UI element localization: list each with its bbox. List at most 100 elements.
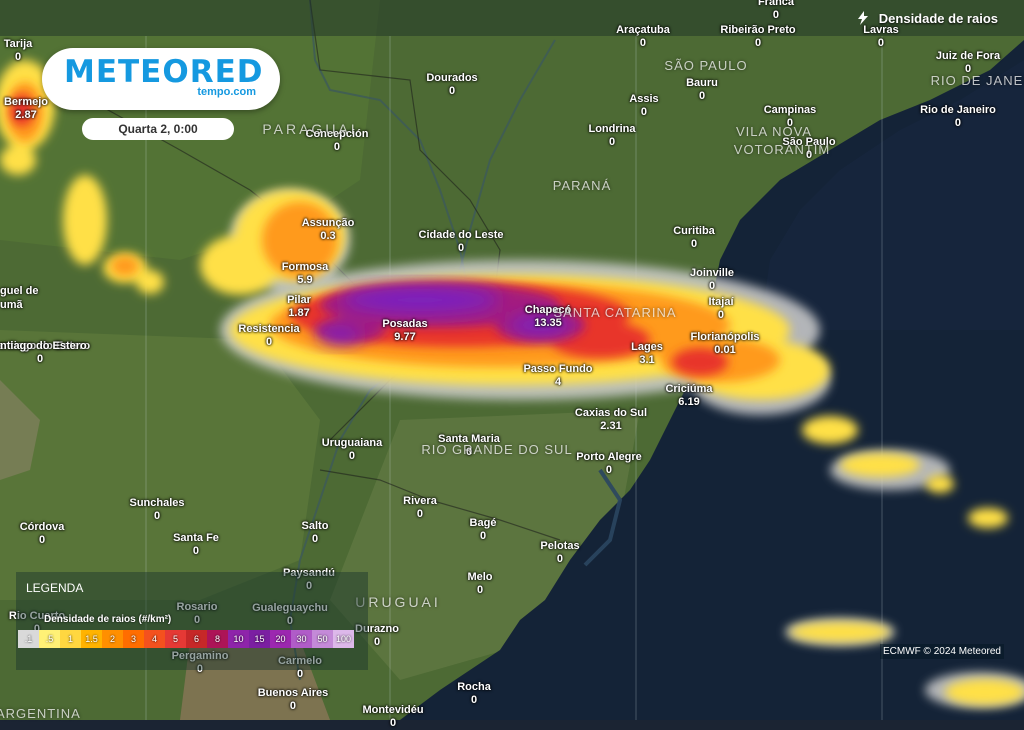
city-value: 9.77 (394, 331, 416, 343)
city-label: Chapecó 13.35 (525, 304, 571, 330)
city-name: Buenos Aires (257, 687, 329, 699)
city-name: Santa Maria (438, 433, 500, 445)
city-value: 0 (605, 464, 613, 476)
city-name: Passo Fundo (523, 363, 593, 375)
city-name: Melo (467, 571, 493, 583)
city-label: Pergamino 0 (172, 650, 229, 676)
city-name: Rio de Janeiro (920, 104, 996, 116)
city-name: Montevidéu (362, 704, 424, 716)
region-label: SÃO PAULO (664, 58, 748, 73)
legend-tick: 3 (123, 630, 144, 648)
city-name: Lavras (863, 24, 899, 36)
legend-tick: 1.5 (81, 630, 102, 648)
city-name: Campinas (763, 104, 817, 116)
city-label: Lages 3.1 (631, 341, 663, 367)
city-name: Porto Alegre (576, 451, 642, 463)
region-label: VILA NOVA (736, 124, 812, 139)
city-value: 0 (305, 580, 313, 592)
city-label: Porto Alegre 0 (576, 451, 642, 477)
city-name: Bagé (469, 517, 497, 529)
city-label: Dourados 0 (426, 72, 477, 98)
city-value: 0 (717, 309, 725, 321)
city-label: Itajaí 0 (708, 296, 733, 322)
city-value: 0 (33, 623, 41, 635)
city-value: 4 (554, 376, 562, 388)
city-label: Passo Fundo 4 (523, 363, 592, 389)
city-name: Lages (631, 341, 663, 353)
city-label: Assis 0 (629, 93, 658, 119)
region-label: VOTORANTIM (733, 142, 831, 157)
city-value: 0 (448, 85, 456, 97)
city-value: 0 (196, 663, 204, 675)
city-label: Pelotas 0 (540, 540, 579, 566)
city-name: Pilar (287, 294, 311, 306)
city-name: São Paulo (782, 136, 836, 148)
region-label: URUGUAI (355, 594, 441, 610)
city-label: Ribeirão Preto 0 (720, 24, 795, 50)
city-label: Melo 0 (467, 571, 492, 597)
city-value: 0 (153, 510, 161, 522)
city-label: Florianópolis 0.01 (690, 331, 759, 357)
city-name: Concepción (305, 128, 369, 140)
city-value: 3.1 (639, 354, 655, 366)
city-label: Gualeguaychu 0 (252, 602, 328, 628)
city-name: Pelotas (540, 540, 580, 552)
timestamp-pill[interactable]: Quarta 2, 0:00 (82, 118, 234, 140)
city-name: Rio Cuarto (8, 610, 66, 622)
city-value: 0 (193, 614, 201, 626)
legend-tick: 4 (144, 630, 165, 648)
city-name: Franca (757, 0, 795, 8)
city-name: Paysandú (283, 567, 335, 579)
clipped-city-label: ntiago do Estero (0, 340, 87, 352)
meteored-logo[interactable]: METEORED tempo.com (42, 48, 280, 110)
city-value: 0 (556, 553, 564, 565)
city-name: Bermejo (3, 96, 49, 108)
city-value: 0 (608, 136, 616, 148)
city-value: 0 (805, 149, 813, 161)
city-name: Itajaí (708, 296, 734, 308)
city-name: Juiz de Fora (935, 50, 1001, 62)
clipped-city-label: umã (0, 299, 23, 311)
city-label: Concepción 0 (306, 128, 369, 154)
city-value: 2.31 (600, 420, 622, 432)
city-label: Araçatuba 0 (616, 24, 670, 50)
legend-title: LEGENDA (26, 581, 84, 595)
city-name: Caxias do Sul (574, 407, 648, 419)
city-value: 0 (698, 90, 706, 102)
city-name: Rosario (176, 601, 218, 613)
city-name: Resistencia (238, 323, 300, 335)
legend-tick: .5 (39, 630, 60, 648)
city-value: 0 (465, 446, 473, 458)
city-name: Araçatuba (616, 24, 670, 36)
city-value: 0.01 (714, 344, 736, 356)
city-value: 0 (311, 533, 319, 545)
city-label: Durazno 0 (355, 623, 399, 649)
city-value: 0 (479, 530, 487, 542)
city-label: Tarija 0 (4, 38, 33, 64)
region-label: PARANÁ (552, 178, 612, 193)
city-value: 0 (786, 117, 794, 129)
city-name: Tarija (3, 38, 33, 50)
city-name: Salto (301, 520, 329, 532)
city-label: Sunchales 0 (129, 497, 184, 523)
city-value: 0 (373, 636, 381, 648)
city-value: 0 (14, 51, 22, 63)
clipped-city-label: guel de (0, 285, 39, 297)
city-value: 6.19 (678, 396, 700, 408)
city-value: 0 (639, 37, 647, 49)
brand-site: tempo.com (197, 86, 256, 98)
city-name: Pergamino (171, 650, 229, 662)
city-value: 0 (877, 37, 885, 49)
legend-tick: 20 (270, 630, 291, 648)
city-name: Santa Fe (173, 532, 219, 544)
city-value: 0 (289, 700, 297, 712)
legend-tick: 10 (228, 630, 249, 648)
legend-tick: 50 (312, 630, 333, 648)
city-label: Bauru 0 (686, 77, 718, 103)
legend-tick: 2 (102, 630, 123, 648)
city-name: Criciúma (665, 383, 713, 395)
city-value: 5.9 (297, 274, 313, 286)
city-name: Londrina (588, 123, 636, 135)
